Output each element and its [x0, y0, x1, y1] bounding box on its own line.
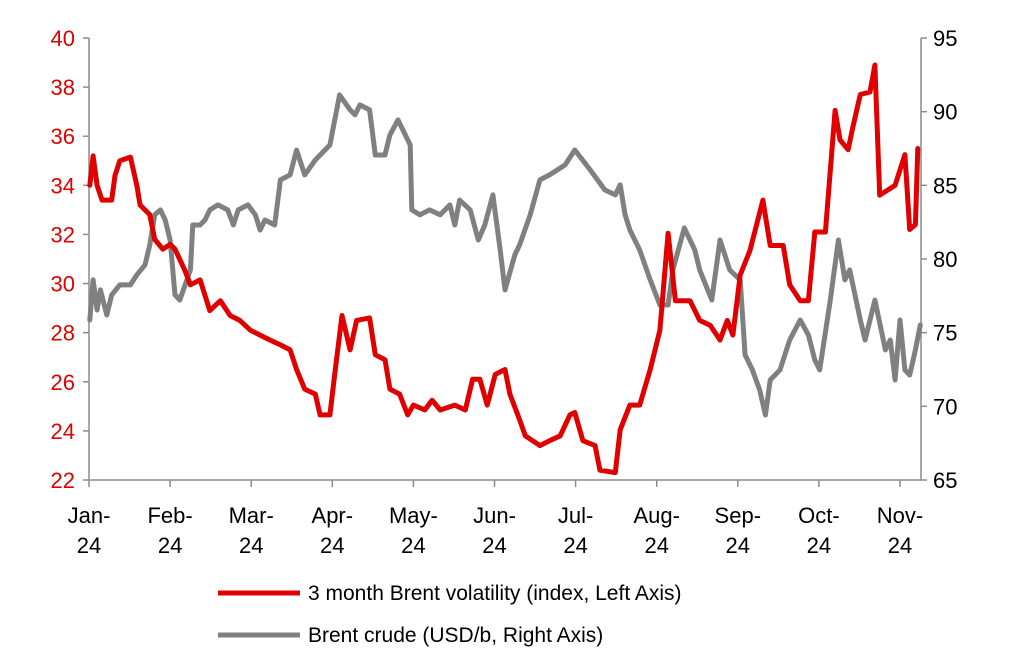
x-tick-label-month: Jul-	[558, 503, 593, 528]
left-tick-label: 24	[51, 419, 75, 444]
left-tick-label: 40	[51, 26, 75, 51]
x-tick-label-year: 24	[320, 533, 344, 558]
legend-label-volatility: 3 month Brent volatility (index, Left Ax…	[308, 582, 682, 605]
x-tick-label-year: 24	[563, 533, 587, 558]
right-tick-label: 65	[933, 468, 957, 493]
x-tick-label-year: 24	[807, 533, 831, 558]
series-line-volatility	[87, 62, 921, 476]
left-tick-label: 26	[51, 370, 75, 395]
axes: 22 24 26 28 30 32 34 36 38 40 65 70 75 80 85 90 95 Jan- 24…	[51, 26, 958, 558]
x-tick-label-month: Nov-	[877, 503, 923, 528]
legend-label-brent: Brent crude (USD/b, Right Axis)	[308, 624, 603, 647]
x-tick-label-year: 24	[239, 533, 263, 558]
x-tick-label-month: Jan-	[68, 503, 111, 528]
x-tick-label-year: 24	[644, 533, 668, 558]
right-tick-label: 90	[933, 100, 957, 125]
x-tick-label-month: Sep-	[715, 503, 761, 528]
x-tick-label-year: 24	[726, 533, 750, 558]
x-tick-label-year: 24	[888, 533, 912, 558]
series-lines	[87, 62, 923, 476]
series-line-brent	[87, 92, 923, 418]
x-tick-label-year: 24	[158, 533, 182, 558]
right-tick-label: 75	[933, 321, 957, 346]
left-tick-label: 36	[51, 124, 75, 149]
right-tick-label: 80	[933, 247, 957, 272]
x-tick-label-month: Feb-	[147, 503, 192, 528]
left-tick-label: 30	[51, 272, 75, 297]
x-tick-label-year: 24	[77, 533, 101, 558]
left-tick-label: 32	[51, 222, 75, 247]
x-tick-label-month: Jun-	[473, 503, 516, 528]
left-tick-label: 34	[51, 173, 75, 198]
right-tick-label: 95	[933, 26, 957, 51]
x-tick-label-month: May-	[389, 503, 438, 528]
x-tick-label-year: 24	[482, 533, 506, 558]
x-tick-label-year: 24	[401, 533, 425, 558]
left-tick-label: 22	[51, 468, 75, 493]
x-tick-label-month: Aug-	[633, 503, 679, 528]
x-tick-label-month: Oct-	[798, 503, 840, 528]
right-tick-label: 85	[933, 173, 957, 198]
legend: 3 month Brent volatility (index, Left Ax…	[218, 582, 682, 647]
x-tick-label-month: Mar-	[229, 503, 274, 528]
right-tick-label: 70	[933, 394, 957, 419]
x-tick-label-month: Apr-	[312, 503, 354, 528]
left-tick-label: 28	[51, 321, 75, 346]
left-tick-label: 38	[51, 75, 75, 100]
